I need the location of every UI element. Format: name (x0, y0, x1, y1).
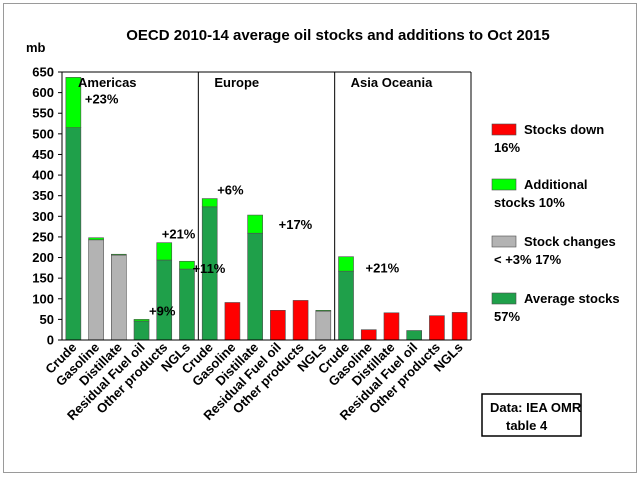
legend-label: Average stocks (524, 291, 620, 306)
bar-annotation: +21% (162, 227, 196, 242)
y-tick-label: 300 (32, 209, 54, 224)
bar-americas-gasoline (88, 239, 104, 341)
bar-addition-americas-gasoline (88, 237, 104, 241)
region-label: Europe (214, 75, 259, 90)
bar-americas-distillate (111, 254, 127, 341)
chart-title: OECD 2010-14 average oil stocks and addi… (126, 27, 550, 44)
bar-europe-gasoline (224, 302, 241, 341)
legend-swatch-additional (491, 178, 517, 191)
bar-europe-distillate (247, 232, 263, 341)
region-label: Americas (78, 75, 137, 90)
bar-annotations: +23% +9% +21% +11% +6% +17% +21% (85, 91, 400, 318)
plot-area: +23% +9% +21% +11% +6% +17% +21% Americas Europ… (32, 65, 472, 424)
source-note-line1: Data: IEA OMR (490, 400, 582, 415)
region-labels: Americas Europe Asia Oceania (78, 75, 433, 90)
legend-label-detail: stocks 10% (494, 195, 565, 210)
axes (61, 71, 472, 341)
bar-asia-oceania-crude (338, 270, 354, 341)
y-tick-label: 550 (32, 106, 54, 121)
bar-addition-americas-ngls (179, 260, 195, 270)
y-tick-label: 250 (32, 229, 54, 244)
bar-asia-oceania-ngls (451, 312, 468, 341)
legend-label-detail: 57% (494, 309, 520, 324)
legend: Stocks down 16% Additional stocks 10% Stock … (491, 122, 620, 324)
bar-addition-asia-oceania-crude (338, 256, 354, 272)
bar-europe-residual-fuel-oil (270, 310, 286, 341)
bar-annotation: +6% (217, 183, 244, 198)
y-tick-label: 500 (32, 126, 54, 141)
y-tick-label: 400 (32, 168, 54, 183)
bar-europe-other-products (292, 300, 309, 341)
bar-annotation: +17% (279, 217, 313, 232)
y-tick-label: 350 (32, 188, 54, 203)
bar-annotation: +9% (149, 303, 176, 318)
bar-addition-americas-distillate (111, 253, 127, 256)
bar-addition-europe-distillate (247, 214, 263, 234)
y-tick-label: 150 (32, 271, 54, 286)
bar-europe-ngls (315, 310, 332, 341)
legend-label: Stocks down (524, 122, 604, 137)
legend-label: Stock changes (524, 234, 616, 249)
y-tick-label: 50 (40, 312, 54, 327)
bar-americas-ngls (179, 268, 195, 341)
bar-asia-oceania-gasoline (360, 329, 377, 341)
y-axis-label: mb (26, 40, 46, 55)
bar-americas-residual-fuel-oil (133, 320, 150, 341)
source-note-line2: table 4 (506, 418, 548, 433)
legend-label-detail: 16% (494, 140, 520, 155)
legend-swatch-stock-changes (491, 235, 517, 248)
region-dividers (197, 72, 336, 340)
legend-label: Additional (524, 177, 588, 192)
y-tick-label: 200 (32, 250, 54, 265)
source-note-box (481, 393, 582, 437)
bars (65, 77, 468, 341)
region-label: Asia Oceania (351, 75, 433, 90)
bar-asia-oceania-other-products (429, 315, 445, 341)
bar-americas-crude (65, 127, 82, 341)
bar-addition-americas-residual-fuel-oil (133, 319, 150, 322)
bar-annotation: +21% (366, 261, 400, 276)
source-note: Data: IEA OMR table 4 (481, 393, 582, 437)
chart-frame (3, 3, 637, 473)
legend-swatch-stocks-down (491, 123, 517, 136)
bar-addition-americas-crude (65, 77, 82, 128)
legend-label-detail: < +3% 17% (494, 252, 562, 267)
bar-asia-oceania-residual-fuel-oil (406, 330, 422, 341)
y-tick-label: 600 (32, 85, 54, 100)
bar-addition-europe-crude (201, 198, 218, 208)
bar-addition-europe-ngls (315, 310, 332, 312)
y-tick-label: 0 (47, 333, 54, 348)
bar-addition-americas-other-products (156, 242, 173, 261)
legend-swatch-average (491, 292, 517, 305)
y-axis-ticks: 0 50 100 150 200 250 300 350 400 450 500 550 600 650 (32, 65, 62, 348)
y-tick-label: 650 (32, 65, 54, 80)
bar-annotation: +11% (192, 261, 225, 276)
bar-americas-other-products (156, 259, 173, 341)
y-tick-label: 100 (32, 291, 54, 306)
bar-annotation: +23% (85, 91, 119, 106)
y-tick-label: 450 (32, 147, 54, 162)
bar-asia-oceania-distillate (383, 312, 400, 341)
